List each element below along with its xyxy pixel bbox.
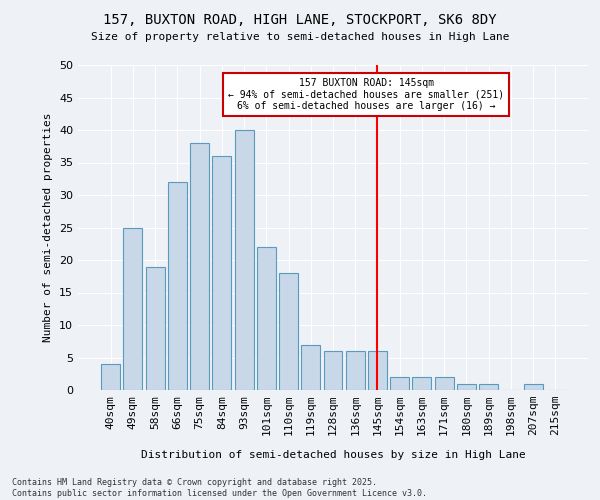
Bar xyxy=(279,273,298,390)
Bar xyxy=(212,156,231,390)
Bar xyxy=(101,364,120,390)
Bar xyxy=(301,344,320,390)
Text: 157, BUXTON ROAD, HIGH LANE, STOCKPORT, SK6 8DY: 157, BUXTON ROAD, HIGH LANE, STOCKPORT, … xyxy=(103,12,497,26)
Bar xyxy=(346,351,365,390)
Bar xyxy=(323,351,343,390)
Text: Size of property relative to semi-detached houses in High Lane: Size of property relative to semi-detach… xyxy=(91,32,509,42)
Bar xyxy=(257,247,276,390)
Bar xyxy=(190,143,209,390)
Bar xyxy=(524,384,542,390)
Bar xyxy=(435,377,454,390)
Bar xyxy=(168,182,187,390)
Bar xyxy=(235,130,254,390)
Text: Contains HM Land Registry data © Crown copyright and database right 2025.
Contai: Contains HM Land Registry data © Crown c… xyxy=(12,478,427,498)
Bar xyxy=(412,377,431,390)
Bar xyxy=(457,384,476,390)
Text: Distribution of semi-detached houses by size in High Lane: Distribution of semi-detached houses by … xyxy=(140,450,526,460)
Bar xyxy=(124,228,142,390)
Y-axis label: Number of semi-detached properties: Number of semi-detached properties xyxy=(43,113,53,342)
Bar xyxy=(390,377,409,390)
Text: 157 BUXTON ROAD: 145sqm
← 94% of semi-detached houses are smaller (251)
6% of se: 157 BUXTON ROAD: 145sqm ← 94% of semi-de… xyxy=(228,78,505,111)
Bar xyxy=(368,351,387,390)
Bar xyxy=(479,384,498,390)
Bar xyxy=(146,266,164,390)
